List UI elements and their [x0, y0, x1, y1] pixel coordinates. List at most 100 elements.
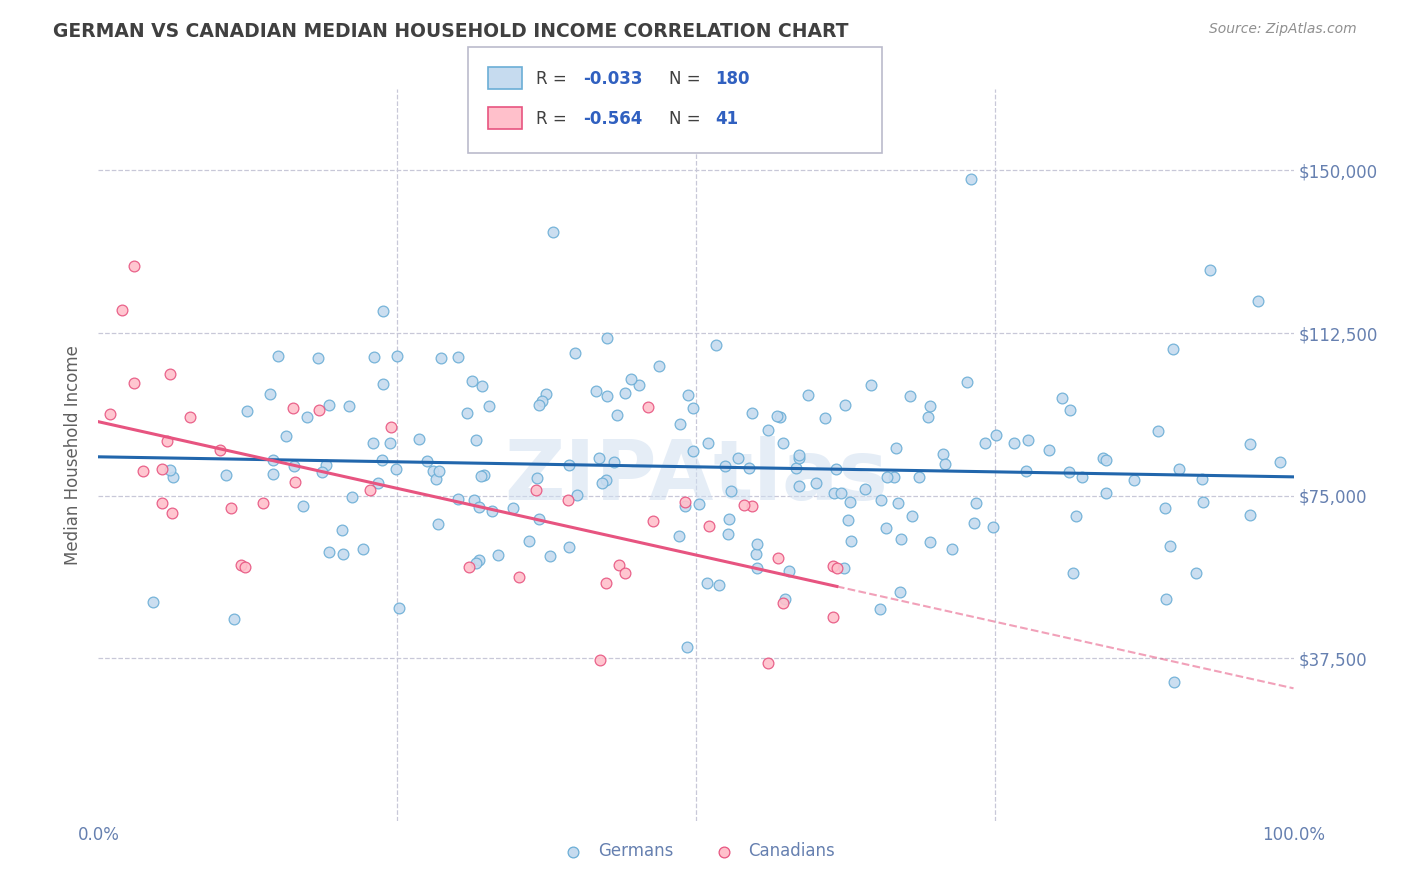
Point	[252, 496, 274, 510]
Point	[602, 454, 624, 468]
Y-axis label: Median Household Income: Median Household Income	[65, 345, 83, 565]
Point	[465, 556, 488, 570]
Point	[825, 462, 848, 476]
Point	[963, 516, 986, 530]
Point	[745, 561, 768, 575]
Point	[1017, 434, 1039, 448]
Point	[741, 500, 763, 514]
Point	[526, 483, 548, 498]
Point	[373, 376, 395, 391]
Point	[887, 495, 910, 509]
Point	[832, 561, 855, 575]
Point	[955, 376, 977, 390]
Point	[890, 533, 912, 547]
Point	[456, 406, 478, 420]
Point	[359, 483, 381, 497]
Point	[697, 436, 720, 450]
Point	[1163, 675, 1185, 690]
Text: -0.033: -0.033	[583, 70, 643, 87]
Point	[1050, 392, 1073, 406]
Point	[311, 465, 333, 479]
Point	[766, 409, 789, 424]
Point	[648, 359, 671, 373]
Point	[772, 436, 794, 450]
Point	[236, 404, 259, 418]
Point	[713, 459, 735, 474]
Point	[447, 350, 470, 364]
Point	[267, 349, 290, 363]
Point	[859, 378, 882, 392]
Point	[100, 407, 122, 421]
Point	[589, 653, 612, 667]
Point	[222, 612, 245, 626]
Point	[530, 393, 553, 408]
Point	[898, 389, 921, 403]
Point	[131, 464, 153, 478]
Point	[159, 367, 181, 381]
Point	[1167, 462, 1189, 476]
Point	[585, 384, 607, 398]
Point	[704, 337, 727, 351]
Point	[620, 372, 643, 386]
Point	[733, 498, 755, 512]
Point	[534, 387, 557, 401]
Point	[1057, 465, 1080, 479]
Point	[853, 482, 876, 496]
Point	[122, 376, 145, 390]
Point	[502, 501, 524, 516]
Point	[738, 461, 761, 475]
Point	[281, 401, 304, 415]
Point	[340, 490, 363, 504]
Point	[787, 450, 810, 465]
Point	[696, 575, 718, 590]
Point	[430, 351, 453, 365]
Point	[416, 454, 439, 468]
Point	[235, 559, 257, 574]
Point	[474, 467, 496, 482]
Point	[361, 436, 384, 450]
Point	[1154, 592, 1177, 607]
Point	[699, 519, 721, 533]
Point	[839, 533, 862, 548]
Point	[814, 410, 837, 425]
Point	[1199, 263, 1222, 277]
Point	[613, 385, 636, 400]
Point	[717, 527, 740, 541]
Point	[717, 512, 740, 526]
Point	[470, 469, 492, 483]
Point	[1159, 539, 1181, 553]
Point	[960, 172, 983, 186]
Point	[526, 471, 548, 485]
Point	[1123, 473, 1146, 487]
Point	[315, 458, 337, 472]
Point	[825, 561, 848, 575]
Point	[678, 388, 700, 402]
Point	[564, 346, 586, 360]
Point	[588, 450, 610, 465]
Point	[934, 457, 956, 471]
Point	[1062, 566, 1084, 580]
Point	[274, 428, 297, 442]
Point	[427, 464, 450, 478]
Point	[876, 470, 898, 484]
Point	[295, 410, 318, 425]
Point	[517, 533, 540, 548]
Point	[124, 259, 146, 273]
Point	[889, 585, 911, 599]
Point	[769, 410, 792, 425]
Point	[463, 492, 485, 507]
Point	[385, 349, 408, 363]
Point	[766, 551, 789, 566]
Point	[159, 463, 181, 477]
Point	[318, 545, 340, 559]
Point	[464, 433, 486, 447]
Point	[558, 458, 581, 472]
Point	[823, 610, 845, 624]
Point	[1154, 501, 1177, 516]
Point	[745, 547, 768, 561]
Point	[797, 387, 820, 401]
Point	[668, 417, 690, 432]
Point	[707, 578, 730, 592]
Point	[332, 547, 354, 561]
Point	[1268, 455, 1291, 469]
